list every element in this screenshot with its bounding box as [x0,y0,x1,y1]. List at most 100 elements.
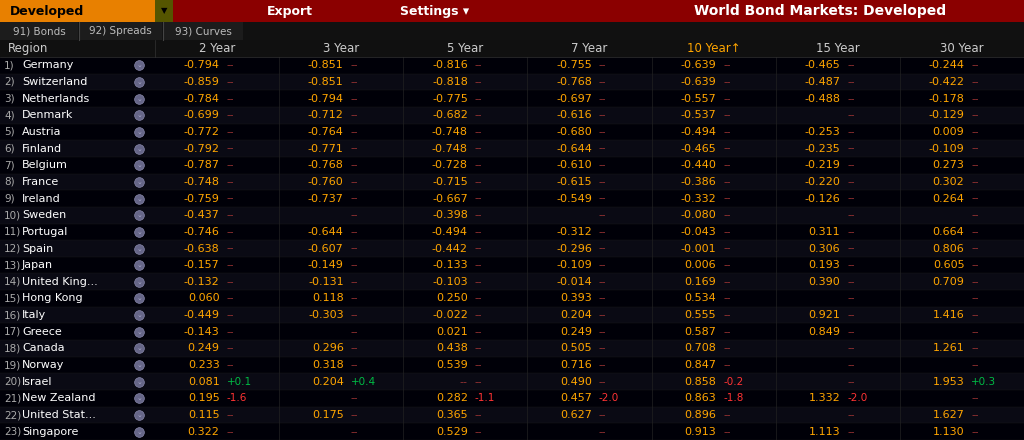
Text: 8): 8) [4,177,14,187]
Text: 0.896: 0.896 [684,410,716,420]
Text: --: -- [723,77,730,87]
Text: -0.784: -0.784 [183,94,219,104]
Text: -0.748: -0.748 [183,177,219,187]
Text: --: -- [226,410,234,420]
Bar [163,22,243,40]
Text: -0.771: -0.771 [308,143,344,154]
Text: Hong Kong: Hong Kong [22,293,83,304]
Text: Ireland: Ireland [22,194,60,204]
Text: -0.109: -0.109 [556,260,592,270]
Text: -0.818: -0.818 [432,77,468,87]
Text: 0.193: 0.193 [809,260,841,270]
Text: 0.709: 0.709 [933,277,965,287]
Text: --: -- [847,210,855,220]
Text: +0.3: +0.3 [972,377,996,387]
Text: --: -- [847,177,855,187]
Text: -0.131: -0.131 [308,277,344,287]
Text: --: -- [226,327,234,337]
Text: -0.682: -0.682 [432,110,468,120]
Text: 1.261: 1.261 [933,343,965,353]
Text: --: -- [350,160,358,170]
Text: -0.149: -0.149 [308,260,344,270]
Text: --: -- [350,194,358,204]
Bar [0,57,1024,73]
Bar [0,173,1024,190]
Text: --: -- [226,293,234,304]
Text: -0.2: -0.2 [723,377,743,387]
Text: Switzerland: Switzerland [22,77,87,87]
Text: -0.398: -0.398 [432,210,468,220]
Bar [0,423,1024,440]
Text: --: -- [723,427,730,436]
Text: 0.806: 0.806 [933,243,965,253]
Text: --: -- [350,343,358,353]
Text: Italy: Italy [22,310,46,320]
Text: -0.296: -0.296 [556,243,592,253]
Text: -0.022: -0.022 [432,310,468,320]
Text: --: -- [972,127,979,137]
Text: --: -- [972,243,979,253]
Text: --: -- [972,410,979,420]
Text: --: -- [599,343,606,353]
Text: --: -- [847,277,855,287]
Text: Portugal: Portugal [22,227,69,237]
Bar [0,73,1024,90]
Text: 0.555: 0.555 [684,310,716,320]
Text: -0.794: -0.794 [183,60,219,70]
Text: --: -- [350,127,358,137]
Text: --: -- [226,343,234,353]
Bar [0,323,1024,340]
Text: 0.169: 0.169 [684,277,716,287]
Text: 0.605: 0.605 [933,260,965,270]
Text: France: France [22,177,59,187]
Text: -0.133: -0.133 [432,260,468,270]
Text: --: -- [226,160,234,170]
Text: Norway: Norway [22,360,65,370]
Text: 0.318: 0.318 [312,360,344,370]
Text: 0.664: 0.664 [933,227,965,237]
Text: --: -- [350,427,358,436]
Text: Spain: Spain [22,243,53,253]
Text: 93) Curves: 93) Curves [174,26,231,36]
Text: ⌄: ⌄ [136,146,142,152]
Text: 14): 14) [4,277,22,287]
Text: --: -- [972,160,979,170]
Text: 4): 4) [4,110,14,120]
Text: Israel: Israel [22,377,52,387]
Text: 0.311: 0.311 [809,227,841,237]
Text: -0.126: -0.126 [805,194,841,204]
Text: -0.768: -0.768 [308,160,344,170]
Bar [0,157,1024,173]
Text: -0.178: -0.178 [929,94,965,104]
Text: --: -- [847,60,855,70]
Text: -0.728: -0.728 [432,160,468,170]
Text: -0.312: -0.312 [556,227,592,237]
Text: --: -- [599,360,606,370]
Text: --: -- [847,410,855,420]
Bar [0,107,1024,124]
Text: ⌄: ⌄ [136,62,142,68]
Bar [0,90,1024,107]
Text: 9): 9) [4,194,14,204]
Text: -1.6: -1.6 [226,393,247,403]
Text: 0.438: 0.438 [436,343,468,353]
Bar [0,40,1024,57]
Text: -0.638: -0.638 [183,243,219,253]
Text: ⌄: ⌄ [136,79,142,85]
Text: 0.306: 0.306 [809,243,841,253]
Text: --: -- [972,343,979,353]
Text: --: -- [226,143,234,154]
Text: --: -- [972,293,979,304]
Text: -0.715: -0.715 [432,177,468,187]
Text: --: -- [972,60,979,70]
Text: --: -- [226,127,234,137]
Text: -0.816: -0.816 [432,60,468,70]
Text: 1): 1) [4,60,14,70]
Text: --: -- [847,127,855,137]
Text: 0.716: 0.716 [560,360,592,370]
Text: --: -- [475,377,482,387]
Text: --: -- [226,177,234,187]
Text: -0.157: -0.157 [183,260,219,270]
Text: --: -- [723,60,730,70]
Text: 15 Year: 15 Year [816,42,860,55]
